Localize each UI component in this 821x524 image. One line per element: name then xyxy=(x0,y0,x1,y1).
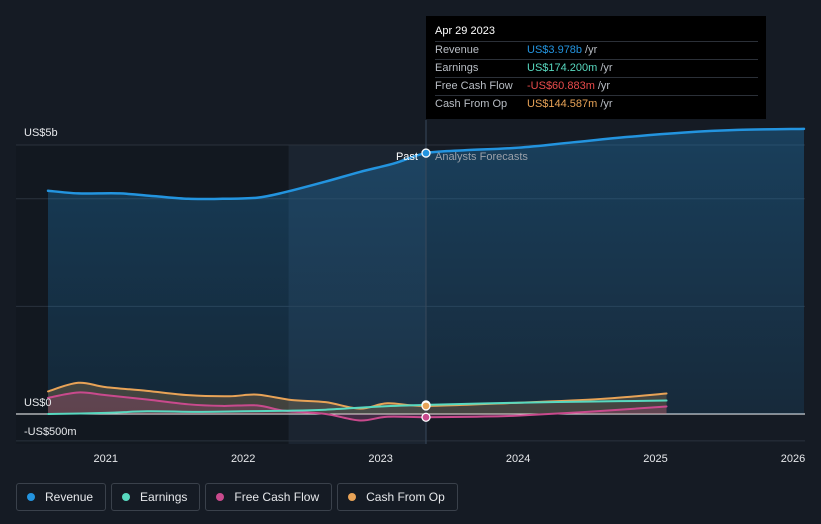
tooltip-row-unit: /yr xyxy=(585,44,598,56)
past-label: Past xyxy=(396,151,418,163)
y-tick-label: US$5b xyxy=(24,127,58,139)
tooltip-row-value: US$144.587m xyxy=(527,98,598,110)
legend-dot-icon xyxy=(122,493,131,501)
series-lines xyxy=(46,127,806,422)
x-tick-label: 2024 xyxy=(506,453,530,465)
legend-label: Revenue xyxy=(45,490,94,504)
tooltip-row: Revenue US$3.978b/yr xyxy=(435,41,758,59)
legend-dot-icon xyxy=(348,493,357,501)
legend-dot-icon xyxy=(216,493,225,501)
tooltip: Apr 29 2023 Revenue US$3.978b/yr Earnings U… xyxy=(426,16,766,119)
tooltip-rows: Revenue US$3.978b/yr Earnings US$174.200m/y… xyxy=(435,41,758,113)
x-tick-label: 2023 xyxy=(368,453,392,465)
tooltip-row-name: Free Cash Flow xyxy=(435,80,513,92)
y-axis-labels: US$5b US$0 -US$500m xyxy=(24,127,77,438)
earnings-line xyxy=(47,399,668,415)
revenue-line xyxy=(46,127,806,201)
tooltip-row: Earnings US$174.200m/yr xyxy=(435,59,758,77)
x-tick-label: 2026 xyxy=(781,453,805,465)
legend-label: Earnings xyxy=(140,490,188,504)
tooltip-row-value: US$174.200m xyxy=(527,62,598,74)
legend-label: Cash From Op xyxy=(366,490,445,504)
tooltip-row-value: US$3.978b xyxy=(527,44,583,56)
free-cash-flow-line xyxy=(47,391,668,422)
free-cash-flow-marker xyxy=(421,412,431,422)
forecast-label: Analysts Forecasts xyxy=(435,151,528,163)
revenue-marker xyxy=(421,148,431,158)
tooltip-row: Free Cash Flow -US$60.883m/yr xyxy=(435,77,758,95)
x-tick-label: 2021 xyxy=(93,453,117,465)
tooltip-row-name: Revenue xyxy=(435,44,480,56)
legend-dot-icon xyxy=(27,493,35,501)
tooltip-row-unit: /yr xyxy=(597,80,611,92)
tooltip-row: Cash From Op US$144.587m/yr xyxy=(435,95,758,113)
series-markers xyxy=(421,148,431,422)
y-tick-label: US$0 xyxy=(24,397,52,409)
x-tick-label: 2022 xyxy=(231,453,255,465)
tooltip-row-unit: /yr xyxy=(600,98,613,110)
x-tick-label: 2025 xyxy=(643,453,667,465)
cash-from-op-marker xyxy=(421,401,431,411)
legend-item-cash-from-op[interactable]: Cash From Op xyxy=(337,483,458,511)
tooltip-row-unit: /yr xyxy=(600,62,613,74)
x-axis-labels: 2021 2022 2023 2024 2025 2026 xyxy=(93,453,805,465)
legend-item-revenue[interactable]: Revenue xyxy=(16,483,107,511)
legend-label: Free Cash Flow xyxy=(234,490,320,504)
tooltip-date: Apr 29 2023 xyxy=(435,25,495,37)
y-tick-label: -US$500m xyxy=(24,426,77,438)
tooltip-row-name: Cash From Op xyxy=(435,98,508,110)
tooltip-row-name: Earnings xyxy=(435,62,479,74)
legend-item-earnings[interactable]: Earnings xyxy=(111,483,201,511)
tooltip-row-value: -US$60.883m xyxy=(527,80,595,92)
free-cash-flow-area xyxy=(48,392,667,421)
legend-item-free-cash-flow[interactable]: Free Cash Flow xyxy=(205,483,333,511)
legend: Revenue Earnings Free Cash Flow Cash From O… xyxy=(16,483,458,511)
